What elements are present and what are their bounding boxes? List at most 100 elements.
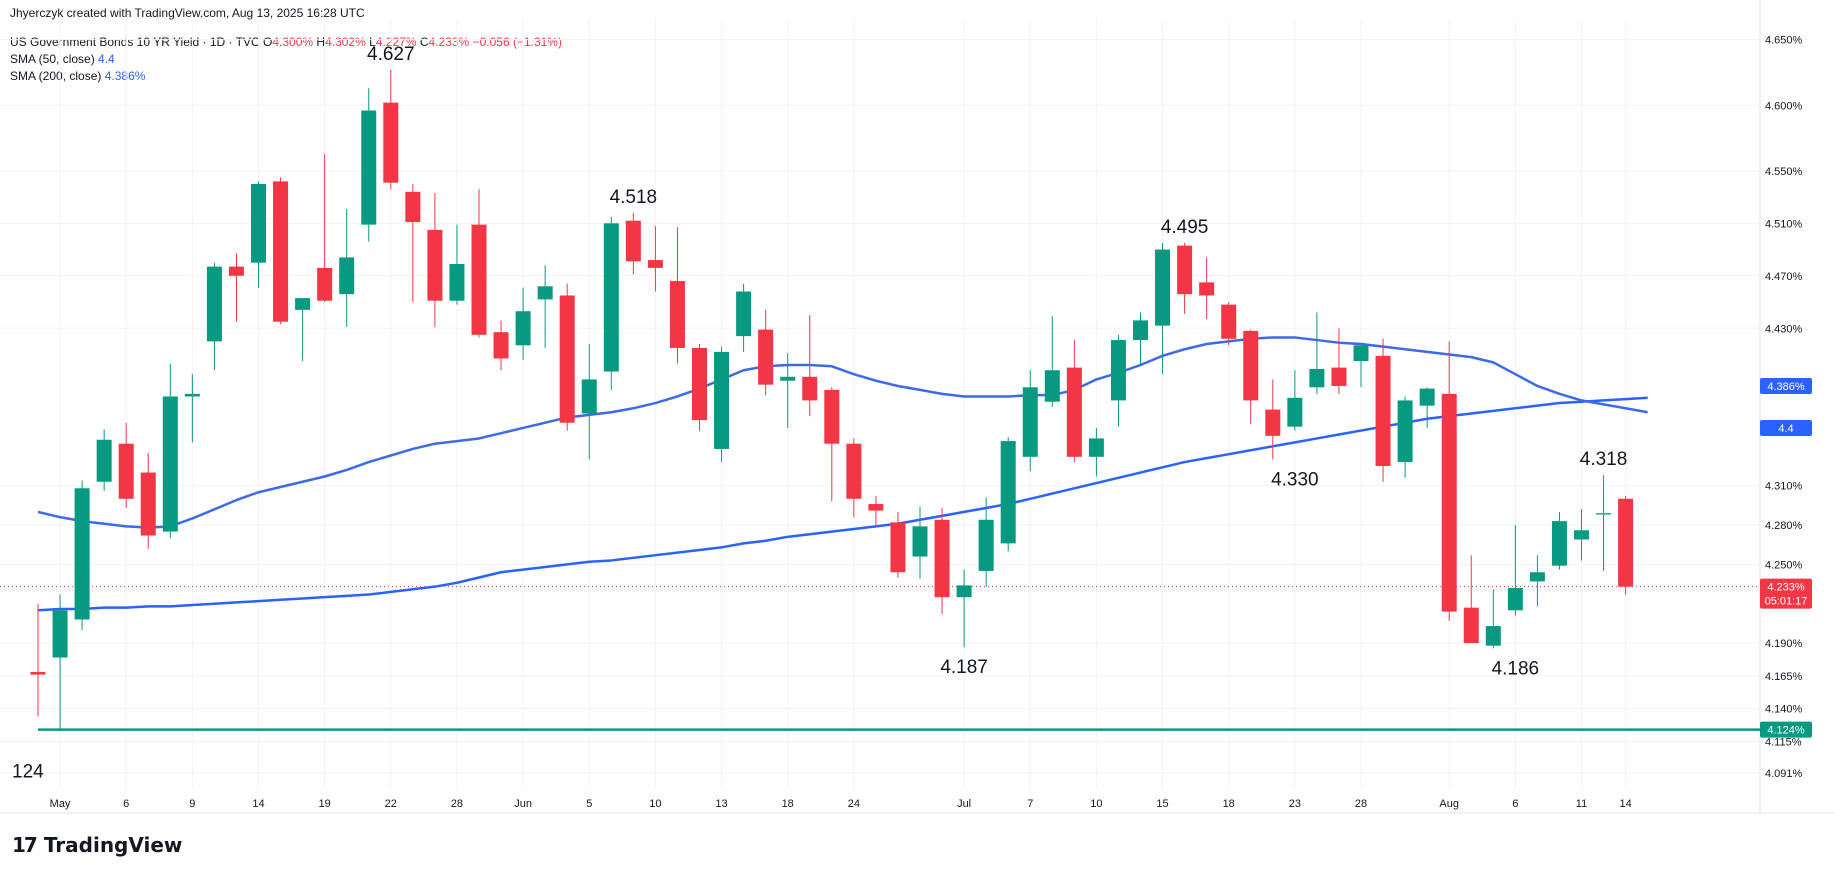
candle-body (162, 396, 178, 532)
candle-body (1485, 626, 1501, 646)
candle-body (1397, 400, 1413, 463)
x-tick-label: May (50, 798, 71, 810)
countdown-label: 05:01:17 (1765, 596, 1808, 608)
x-tick-label: 10 (1090, 798, 1102, 810)
price-annotation: 124 (12, 761, 44, 782)
y-tick-label: 4.190% (1765, 638, 1803, 650)
candle-body (669, 281, 685, 348)
candle-body (1265, 409, 1281, 436)
candle-body (405, 191, 421, 223)
candle-body (802, 376, 818, 401)
candle-body (846, 443, 862, 499)
y-tick-label: 4.650% (1765, 35, 1803, 47)
sma200-label: SMA (200, close) (10, 69, 102, 83)
x-tick-label: Jul (957, 798, 971, 810)
y-tick-label: 4.140% (1765, 704, 1803, 716)
x-tick-label: 10 (649, 798, 661, 810)
y-tick-label: 4.115% (1765, 736, 1802, 748)
axis-badge (1760, 721, 1812, 738)
candle-body (1243, 330, 1259, 401)
candle-body (1618, 498, 1634, 587)
candle-body (493, 332, 509, 359)
symbol-legend: US Government Bonds 10 YR Yield · 1D · T… (10, 35, 562, 49)
price-annotation: 4.495 (1161, 217, 1209, 238)
ohlc-key-l: L (369, 35, 376, 49)
axis-badge-label: 4.4 (1778, 423, 1793, 435)
candle-body (1287, 397, 1303, 427)
candle-body (1221, 304, 1237, 339)
x-tick-label: 13 (715, 798, 727, 810)
price-annotation: 4.330 (1271, 469, 1319, 490)
candle-body (537, 286, 553, 300)
y-tick-label: 4.600% (1765, 100, 1803, 112)
candle-body (1353, 345, 1369, 362)
candle-body (184, 393, 200, 397)
candle-body (581, 379, 597, 414)
x-tick-label: 19 (319, 798, 331, 810)
candle-body (714, 351, 730, 449)
candle-body (1088, 438, 1104, 457)
candle-body (559, 295, 575, 423)
candle-body (30, 671, 46, 675)
candle-body (339, 257, 355, 295)
y-tick-label: 4.510% (1765, 218, 1803, 230)
candle-body (1110, 340, 1126, 401)
candle-body (427, 229, 443, 301)
candle-body (824, 389, 840, 444)
price-annotation: 4.187 (940, 657, 988, 678)
x-tick-label: 6 (1512, 798, 1518, 810)
y-tick-label: 4.430% (1765, 323, 1803, 335)
candle-body (228, 266, 244, 276)
x-tick-label: Jun (514, 798, 532, 810)
candle-body (317, 267, 333, 301)
x-tick-label: 6 (123, 798, 129, 810)
sma200-value: 4.386% (104, 69, 146, 83)
candle-body (74, 488, 90, 620)
candle-body (140, 472, 156, 536)
sma200-legend[interactable]: SMA (200, close) 4.386% (10, 69, 145, 83)
candle-body (647, 260, 663, 268)
x-tick-label: 9 (189, 798, 195, 810)
axis-badge (1760, 578, 1812, 609)
x-tick-label: 18 (1223, 798, 1235, 810)
symbol-name: US Government Bonds 10 YR Yield · 1D · T… (10, 35, 260, 49)
candle-body (780, 376, 796, 381)
candle-body (1507, 587, 1523, 611)
y-tick-label: 4.310% (1765, 481, 1803, 493)
axis-badge-label: 4.124% (1767, 725, 1805, 737)
price-annotation: 4.627 (367, 44, 415, 65)
tradingview-wordmark: TradingView (43, 833, 183, 857)
candle-body (96, 439, 112, 482)
x-tick-label: 7 (1027, 798, 1033, 810)
candle-body (383, 102, 399, 183)
x-tick-label: 14 (252, 798, 264, 810)
sma50-legend[interactable]: SMA (50, close) 4.4 (10, 52, 115, 66)
candle-body (52, 610, 68, 658)
candle-body (1155, 249, 1171, 326)
candle-body (692, 347, 707, 421)
ohlc-key-h: H (316, 35, 326, 49)
candle-body (295, 298, 311, 310)
candle-body (625, 220, 641, 262)
candle-body (1199, 282, 1215, 296)
ohlc-value-l: 4.227% (375, 35, 417, 49)
x-tick-label: 23 (1289, 798, 1301, 810)
candle-body (603, 223, 619, 372)
price-annotation: 4.318 (1580, 449, 1628, 470)
tradingview-logo-icon: 17 (12, 833, 38, 857)
x-tick-label: 18 (782, 798, 794, 810)
candle-body (736, 291, 752, 337)
x-tick-label: 15 (1156, 798, 1168, 810)
y-tick-label: 4.250% (1765, 559, 1803, 571)
chart-credit: Jhyerczyk created with TradingView.com, … (10, 6, 365, 20)
tradingview-logo[interactable]: 17 TradingView (12, 833, 182, 857)
x-tick-label: 14 (1619, 798, 1631, 810)
sma50-value: 4.4 (98, 52, 115, 66)
x-tick-label: 11 (1576, 798, 1587, 810)
ohlc-value-c: 4.233% (428, 35, 470, 49)
candle-body (1133, 320, 1148, 341)
change-value: −0.056 (−1.31%) (472, 35, 562, 49)
candle-body (1551, 521, 1567, 566)
candle-body (1463, 607, 1479, 644)
